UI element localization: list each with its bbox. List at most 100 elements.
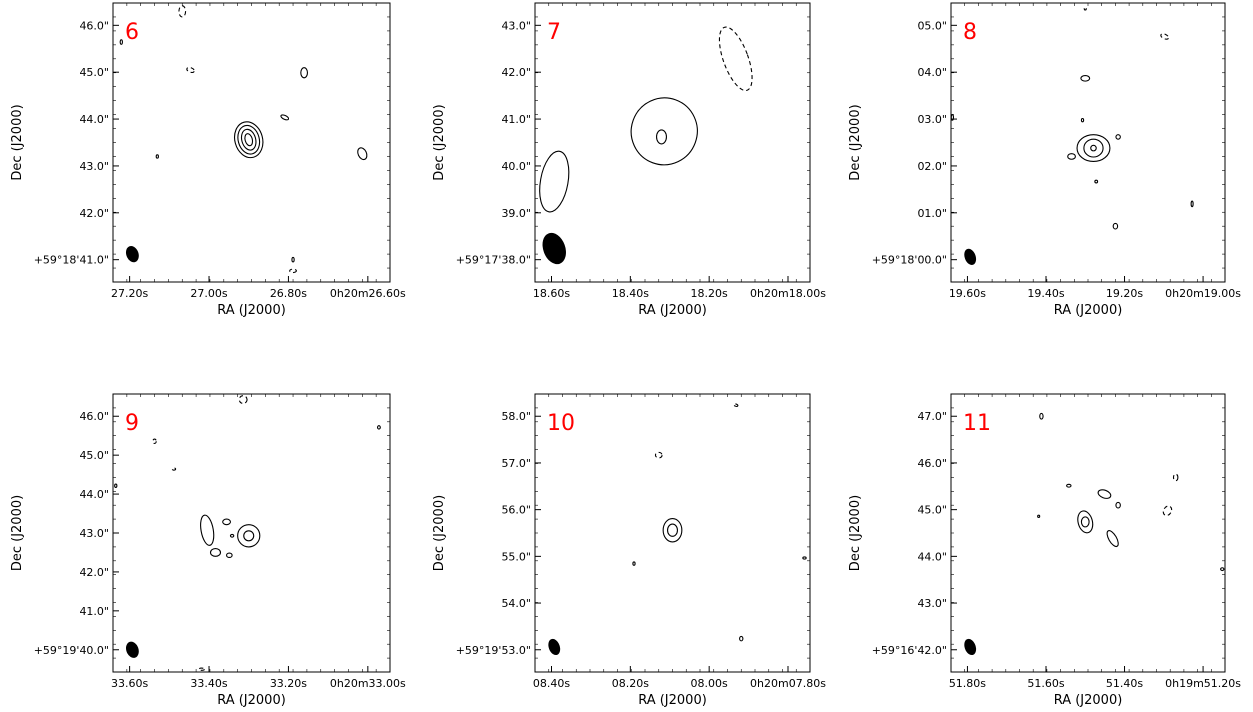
y-tick-label: 02.0" <box>917 160 947 173</box>
x-axis-label: RA (J2000) <box>217 693 286 708</box>
y-tick-label: +59°16'42.0" <box>872 644 947 657</box>
y-tick-label: +59°17'38.0" <box>456 254 531 267</box>
contour-positive <box>119 39 123 45</box>
contour-positive <box>1094 179 1099 184</box>
panel-number: 9 <box>125 411 139 436</box>
contour-positive <box>1080 117 1085 123</box>
contour-positive <box>280 114 290 121</box>
contour-positive <box>630 97 698 166</box>
plot-frame <box>534 393 811 673</box>
contour-positive <box>229 533 235 538</box>
contour-positive <box>1112 222 1119 230</box>
contour-positive <box>1039 412 1044 420</box>
contour-positive <box>237 124 261 155</box>
contour-positive <box>244 133 254 147</box>
y-axis-label: Dec (J2000) <box>848 104 863 180</box>
y-tick-label: 43.0" <box>501 19 531 32</box>
contour-positive <box>662 517 683 543</box>
plot-frame <box>534 2 811 283</box>
contour-positive <box>114 483 118 488</box>
y-tick-label: 46.0" <box>917 457 947 470</box>
y-tick-label: +59°18'00.0" <box>872 254 947 267</box>
y-tick-label: 41.0" <box>79 605 109 618</box>
y-axis-label: Dec (J2000) <box>10 104 25 180</box>
y-tick-label: +59°19'53.0" <box>456 644 531 657</box>
y-axis-label: Dec (J2000) <box>848 495 863 571</box>
contour-positive <box>226 552 233 559</box>
contour-positive <box>1090 144 1097 152</box>
y-tick-label: 39.0" <box>501 207 531 220</box>
contour-positive <box>240 128 257 151</box>
contour-negative <box>171 467 177 471</box>
contour-negative <box>1162 505 1173 517</box>
contour-positive <box>1115 501 1121 509</box>
contour-negative <box>186 66 195 73</box>
contour-positive <box>1106 530 1119 548</box>
plot-frame <box>112 393 391 673</box>
y-tick-label: 47.0" <box>917 410 947 423</box>
y-axis-label: Dec (J2000) <box>10 495 25 571</box>
x-axis-label: RA (J2000) <box>217 303 286 318</box>
beam-ellipse <box>125 641 139 658</box>
contour-positive <box>739 635 744 642</box>
contour-layer <box>951 6 1194 265</box>
x-tick-label: 33.40s <box>190 677 227 690</box>
contour-layer <box>548 403 807 656</box>
contour-positive <box>376 425 381 430</box>
x-tick-label: 0h19m51.20s <box>1165 677 1241 690</box>
x-tick-label: 51.40s <box>1106 677 1143 690</box>
x-tick-label: 51.80s <box>949 677 986 690</box>
x-tick-label: 19.40s <box>1027 287 1064 300</box>
contour-layer <box>119 5 368 274</box>
panel-number: 10 <box>547 411 575 436</box>
x-tick-label: 18.60s <box>533 287 570 300</box>
x-tick-label: 08.40s <box>533 677 570 690</box>
contour-positive <box>539 150 570 213</box>
contour-positive <box>1037 514 1041 518</box>
y-tick-label: 46.0" <box>79 19 109 32</box>
x-tick-label: 27.00s <box>190 287 227 300</box>
contour-positive <box>155 154 159 159</box>
y-tick-label: 44.0" <box>79 488 109 501</box>
beam-ellipse <box>964 248 977 265</box>
contour-positive <box>237 524 261 548</box>
contour-positive <box>666 523 678 537</box>
contour-positive <box>1066 483 1072 488</box>
beam-ellipse <box>542 232 566 265</box>
contour-negative <box>198 667 205 671</box>
y-axis-label: Dec (J2000) <box>432 495 447 571</box>
contour-positive <box>1190 200 1194 208</box>
y-tick-label: +59°19'40.0" <box>34 644 109 657</box>
panel-number: 6 <box>125 20 139 45</box>
contour-negative <box>654 451 663 459</box>
y-axis-label: Dec (J2000) <box>432 104 447 180</box>
panel-7: 18.60s 18.40s 18.20s 0h20m18.00s +59°17'38.0… <box>432 2 826 318</box>
x-tick-label: 33.60s <box>111 677 148 690</box>
contour-negative <box>289 268 297 274</box>
contour-negative <box>1083 6 1087 11</box>
y-tick-label: 57.0" <box>501 457 531 470</box>
contour-negative <box>733 403 739 407</box>
contour-positive <box>1083 138 1104 158</box>
y-tick-label: 43.0" <box>79 160 109 173</box>
contour-positive <box>291 256 295 263</box>
panel-number: 7 <box>547 20 561 45</box>
x-tick-label: 51.60s <box>1027 677 1064 690</box>
contour-positive <box>234 121 264 159</box>
contour-positive <box>300 67 309 79</box>
contour-positive <box>1067 153 1076 160</box>
x-tick-label: 18.40s <box>612 287 649 300</box>
panel-10: 08.40s 08.20s 08.00s 0h20m07.80s +59°19'53.0… <box>432 393 826 708</box>
y-tick-label: +59°18'41.0" <box>34 254 109 267</box>
contour-negative <box>1172 473 1179 482</box>
contour-layer <box>539 26 753 265</box>
panel-6: 27.20s 27.00s 26.80s 0h20m26.60s +59°18'41.0… <box>10 2 406 318</box>
y-tick-label: 44.0" <box>79 113 109 126</box>
panel-8: 19.60s 19.40s 19.20s 0h20m19.00s +59°18'00.0… <box>848 2 1241 318</box>
contour-positive <box>655 129 667 145</box>
x-tick-label: 19.60s <box>949 287 986 300</box>
x-tick-label: 0h20m26.60s <box>330 287 406 300</box>
y-tick-label: 54.0" <box>501 597 531 610</box>
contour-positive <box>1076 134 1111 163</box>
x-tick-label: 0h20m07.80s <box>750 677 826 690</box>
